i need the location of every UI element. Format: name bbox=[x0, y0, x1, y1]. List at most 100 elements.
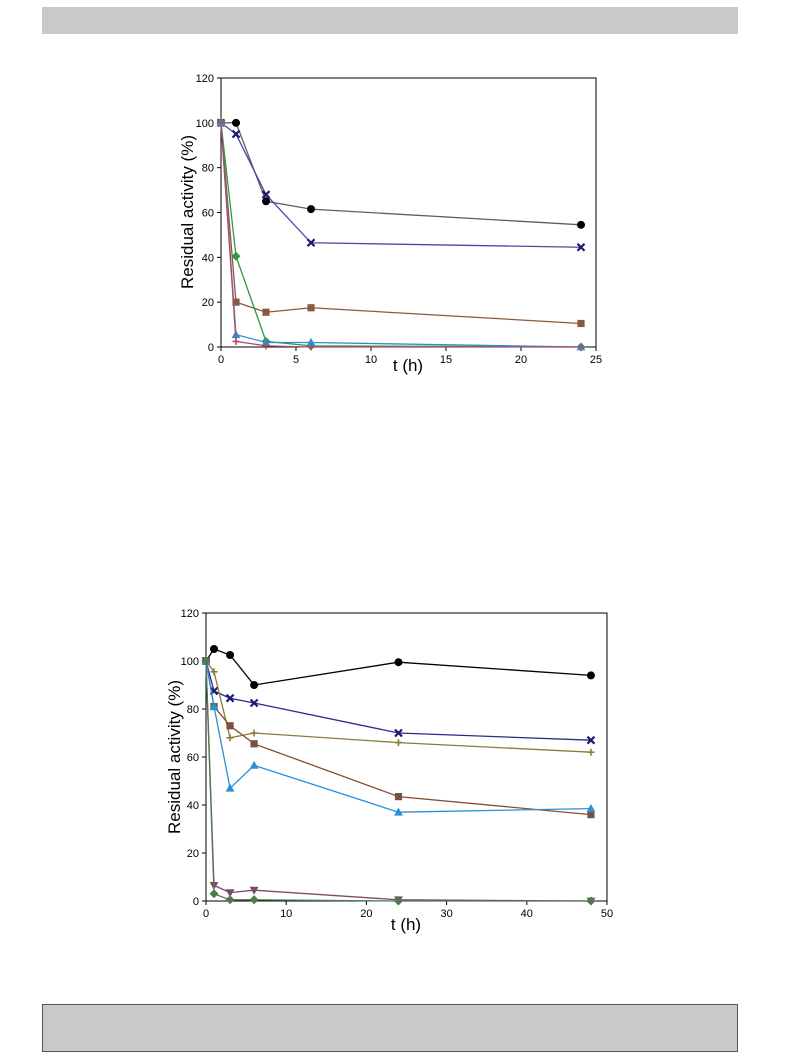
y-tick-label: 40 bbox=[202, 252, 214, 264]
data-point bbox=[307, 304, 315, 312]
series-3 bbox=[217, 119, 585, 328]
x-tick-label: 15 bbox=[440, 354, 452, 366]
x-tick-label: 50 bbox=[601, 908, 613, 920]
data-point bbox=[225, 693, 235, 703]
data-point bbox=[587, 811, 595, 819]
series-5 bbox=[201, 656, 596, 816]
data-point bbox=[249, 895, 259, 905]
data-point bbox=[577, 319, 585, 328]
x-tick-label: 20 bbox=[360, 908, 372, 920]
data-point bbox=[210, 645, 219, 653]
y-tick-label: 0 bbox=[193, 896, 199, 908]
x-axis-label: t (h) bbox=[391, 915, 421, 934]
y-tick-label: 100 bbox=[181, 656, 199, 668]
data-point bbox=[577, 343, 585, 351]
chart-1: 0 20 40 60 80 100 120 0 5 10 15 20 25 t (h) Residual a… bbox=[178, 73, 602, 375]
series-1 bbox=[217, 118, 585, 229]
header-bar bbox=[42, 7, 738, 34]
x-tick-label: 10 bbox=[365, 354, 377, 366]
data-point bbox=[262, 308, 270, 316]
x-tick-label: 40 bbox=[521, 908, 533, 920]
data-point bbox=[249, 698, 259, 708]
y-tick-label: 20 bbox=[187, 848, 199, 860]
series-line bbox=[205, 660, 591, 902]
data-point bbox=[307, 343, 315, 351]
x-tick-label: 20 bbox=[515, 354, 527, 366]
data-point bbox=[250, 681, 259, 689]
footer-box bbox=[42, 1004, 738, 1052]
data-point bbox=[394, 793, 403, 801]
x-tick-label: 25 bbox=[590, 354, 602, 366]
data-point bbox=[587, 748, 595, 756]
data-point bbox=[576, 242, 586, 252]
y-tick-label: 0 bbox=[208, 342, 214, 354]
data-point bbox=[226, 722, 234, 730]
x-tick-label: 0 bbox=[218, 354, 224, 366]
x-axis-label: t (h) bbox=[393, 356, 423, 375]
data-point bbox=[201, 656, 211, 666]
data-point bbox=[586, 671, 595, 680]
series-line bbox=[221, 122, 582, 226]
data-point bbox=[225, 783, 235, 792]
data-point bbox=[393, 896, 403, 906]
data-point bbox=[232, 298, 240, 306]
data-point bbox=[226, 651, 235, 659]
data-point bbox=[586, 804, 596, 812]
data-point bbox=[249, 760, 259, 769]
data-point bbox=[217, 119, 225, 127]
series-7 bbox=[201, 656, 596, 906]
data-point bbox=[225, 889, 235, 898]
data-point bbox=[226, 734, 234, 742]
series-line bbox=[220, 122, 582, 325]
data-point bbox=[209, 889, 219, 899]
series-line bbox=[220, 122, 582, 248]
series-1 bbox=[202, 645, 595, 689]
data-point bbox=[394, 807, 403, 816]
y-tick-label: 60 bbox=[202, 208, 214, 220]
series-4 bbox=[216, 118, 586, 352]
y-tick-label: 80 bbox=[202, 163, 214, 175]
data-point bbox=[577, 220, 585, 229]
data-point bbox=[250, 729, 258, 737]
x-tick-label: 10 bbox=[280, 908, 292, 920]
data-point bbox=[394, 728, 403, 738]
y-axis-label: Residual activity (%) bbox=[178, 135, 197, 289]
y-tick-label: 120 bbox=[196, 73, 214, 85]
data-point bbox=[249, 886, 259, 895]
data-point bbox=[261, 190, 271, 199]
data-point bbox=[232, 118, 240, 127]
x-tick-label: 30 bbox=[440, 908, 452, 920]
plot-area bbox=[220, 77, 597, 348]
series-line bbox=[205, 660, 591, 741]
data-point bbox=[262, 197, 270, 206]
series-2 bbox=[201, 656, 596, 745]
series-6 bbox=[217, 119, 585, 351]
x-tick-label: 0 bbox=[203, 908, 209, 920]
series-2 bbox=[216, 118, 586, 252]
data-point bbox=[232, 337, 240, 345]
data-point bbox=[306, 238, 316, 248]
y-tick-label: 100 bbox=[196, 118, 214, 130]
data-point bbox=[262, 342, 270, 350]
y-tick-label: 60 bbox=[187, 752, 199, 764]
series-line bbox=[205, 648, 592, 686]
series-5 bbox=[216, 118, 586, 351]
data-point bbox=[307, 205, 315, 214]
data-point bbox=[261, 337, 271, 346]
series-6 bbox=[201, 657, 596, 906]
data-point bbox=[250, 740, 258, 748]
x-tick-label: 5 bbox=[293, 354, 299, 366]
data-point bbox=[231, 129, 241, 139]
plot-area bbox=[205, 612, 608, 902]
data-point bbox=[394, 658, 403, 667]
data-point bbox=[586, 735, 596, 745]
y-tick-label: 40 bbox=[187, 800, 199, 812]
data-point bbox=[210, 668, 218, 676]
chart-2: 0 20 40 60 80 100 120 0 10 20 30 40 50 t (h) Residual … bbox=[165, 608, 613, 934]
y-tick-label: 120 bbox=[181, 608, 199, 620]
y-tick-label: 20 bbox=[202, 297, 214, 309]
data-point bbox=[225, 895, 235, 905]
data-point bbox=[209, 702, 219, 710]
y-axis-label: Residual activity (%) bbox=[165, 680, 184, 834]
series-line bbox=[205, 660, 591, 813]
